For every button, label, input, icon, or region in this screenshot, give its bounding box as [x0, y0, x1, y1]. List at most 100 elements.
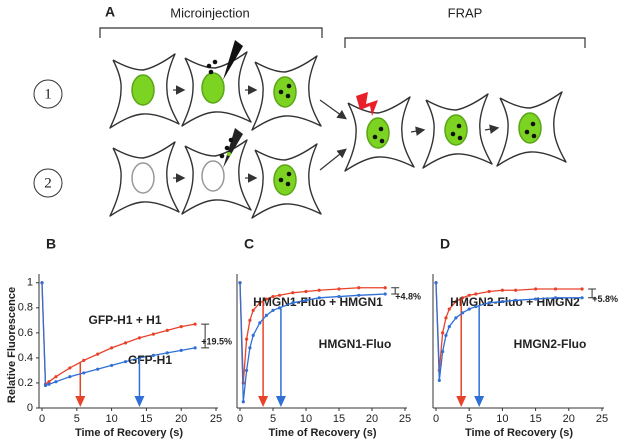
x-tick-label: 5 — [270, 413, 276, 425]
x-tick-label: 20 — [175, 413, 187, 425]
y-tick-label: 0 — [27, 402, 33, 414]
series-label: HMGN1-Fluo — [319, 337, 392, 351]
nucleus — [518, 112, 542, 144]
data-point — [96, 352, 100, 356]
data-point — [151, 332, 155, 336]
row-badge — [33, 168, 63, 198]
x-tick-label: 15 — [333, 413, 345, 425]
data-point — [179, 348, 183, 352]
nucleus — [273, 164, 297, 196]
nucleus — [273, 76, 297, 108]
x-axis-label: Time of Recovery (s) — [268, 427, 376, 439]
data-point — [441, 331, 445, 335]
data-point — [553, 296, 558, 300]
arrow — [319, 99, 347, 120]
data-point — [251, 333, 255, 337]
arrow — [484, 124, 500, 134]
dot — [378, 126, 384, 132]
data-point — [317, 296, 321, 300]
data-point — [444, 316, 448, 320]
data-point — [264, 313, 268, 317]
data-point — [271, 294, 275, 299]
series-label: GFP-H1 + H1 — [88, 313, 161, 327]
data-point — [500, 299, 504, 304]
data-point — [383, 292, 387, 296]
x-tick-label: 10 — [496, 413, 508, 425]
data-point — [434, 281, 438, 285]
y-tick-label: 0.6 — [18, 327, 33, 339]
data-point — [179, 324, 183, 329]
data-point — [165, 328, 169, 332]
nucleus — [131, 74, 155, 106]
x-tick-label: 5 — [74, 413, 80, 425]
data-point — [383, 286, 387, 290]
half-time-head — [275, 396, 286, 407]
dot — [278, 177, 284, 183]
nucleus — [201, 72, 225, 104]
data-point — [291, 291, 295, 295]
data-point — [82, 371, 86, 375]
data-point — [47, 382, 51, 386]
data-point — [137, 336, 142, 340]
data-point — [441, 350, 445, 354]
panel-label: B — [46, 236, 56, 252]
dot — [530, 121, 536, 127]
data-point — [357, 293, 361, 297]
arrow — [410, 126, 426, 136]
nucleus — [366, 117, 390, 149]
dot — [524, 129, 530, 135]
x-tick-label: 0 — [237, 413, 243, 425]
data-point — [258, 321, 262, 325]
data-point — [123, 360, 128, 364]
dot — [228, 137, 234, 143]
row-label: 1 — [44, 86, 52, 102]
bracket — [99, 27, 323, 38]
data-point — [514, 288, 518, 292]
data-point — [278, 293, 282, 297]
data-point — [500, 288, 504, 292]
panel-label: C — [244, 236, 254, 252]
dot — [206, 63, 212, 69]
data-point — [437, 378, 441, 383]
y-axis-label: Relative Fluorescence — [6, 287, 18, 403]
data-point — [304, 289, 308, 294]
data-point — [454, 316, 458, 320]
difference-label: +4.8% — [395, 291, 421, 301]
x-axis-label: Time of Recovery (s) — [75, 427, 183, 439]
dot — [456, 123, 462, 129]
data-point — [110, 346, 114, 350]
x-tick-label: 15 — [529, 413, 541, 425]
data-point — [251, 308, 255, 312]
dot — [286, 83, 292, 89]
data-point — [460, 311, 465, 315]
data-point — [248, 318, 252, 322]
data-point — [245, 368, 249, 373]
data-point — [238, 281, 242, 285]
data-point — [317, 288, 321, 292]
dot — [531, 133, 537, 139]
x-tick-label: 20 — [563, 413, 575, 425]
y-tick-label: 0.2 — [18, 377, 33, 389]
data-point — [534, 287, 538, 291]
data-point — [271, 308, 275, 312]
data-point — [54, 380, 58, 384]
data-point — [444, 333, 448, 337]
needle — [223, 128, 243, 168]
group-label: FRAP — [448, 5, 483, 20]
dot — [278, 89, 284, 95]
data-point — [454, 299, 458, 304]
data-point — [123, 341, 128, 345]
series-line — [41, 282, 196, 387]
data-point — [357, 286, 361, 290]
data-point — [68, 366, 72, 370]
data-point — [165, 351, 169, 355]
y-tick-label: 1 — [27, 277, 33, 289]
x-tick-label: 10 — [300, 413, 312, 425]
dot — [208, 69, 214, 75]
dot — [224, 145, 230, 151]
data-point — [47, 380, 51, 384]
data-point — [467, 307, 471, 311]
data-point — [151, 353, 155, 358]
x-axis-label: Time of Recovery (s) — [465, 427, 573, 439]
